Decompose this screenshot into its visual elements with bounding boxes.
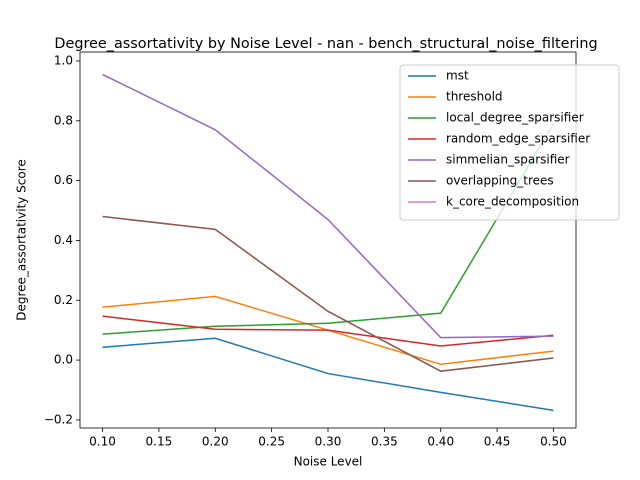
legend-label: local_degree_sparsifier: [446, 111, 584, 125]
y-tick-label: 1.0: [54, 53, 73, 67]
series-line: [102, 73, 554, 339]
x-tick-label: 0.10: [89, 435, 116, 449]
y-tick-label: 0.0: [54, 353, 73, 367]
series-line: [102, 123, 555, 335]
legend-box: [399, 64, 620, 221]
legend-label: k_core_decomposition: [446, 195, 579, 209]
y-tick-label: −0.2: [44, 412, 73, 426]
x-tick-label: 0.40: [427, 435, 454, 449]
series-line: [102, 315, 554, 347]
axes-frame: [79, 51, 577, 429]
x-tick-label: 0.50: [540, 435, 567, 449]
x-tick-label: 0.30: [315, 435, 342, 449]
chart-title: Degree_assortativity by Noise Level - na…: [54, 36, 597, 52]
y-axis-label: Degree_assortativity Score: [15, 159, 29, 321]
x-tick-label: 0.25: [258, 435, 285, 449]
x-tick-label: 0.35: [371, 435, 398, 449]
legend-label: overlapping_trees: [446, 174, 554, 188]
y-tick-label: 0.4: [54, 233, 73, 247]
x-axis-label: Noise Level: [294, 455, 363, 469]
legend-label: simmelian_sparsifier: [446, 153, 570, 167]
legend-label: mst: [446, 69, 469, 83]
y-tick-label: 0.8: [54, 113, 73, 127]
legend-label: random_edge_sparsifier: [446, 132, 590, 146]
series-line: [102, 337, 554, 412]
x-tick-label: 0.45: [484, 435, 511, 449]
y-tick-label: 0.2: [54, 293, 73, 307]
x-tick-label: 0.15: [146, 435, 173, 449]
y-tick-label: 0.6: [54, 173, 73, 187]
legend-label: threshold: [446, 90, 503, 104]
series-line: [102, 215, 554, 372]
x-tick-label: 0.20: [202, 435, 229, 449]
